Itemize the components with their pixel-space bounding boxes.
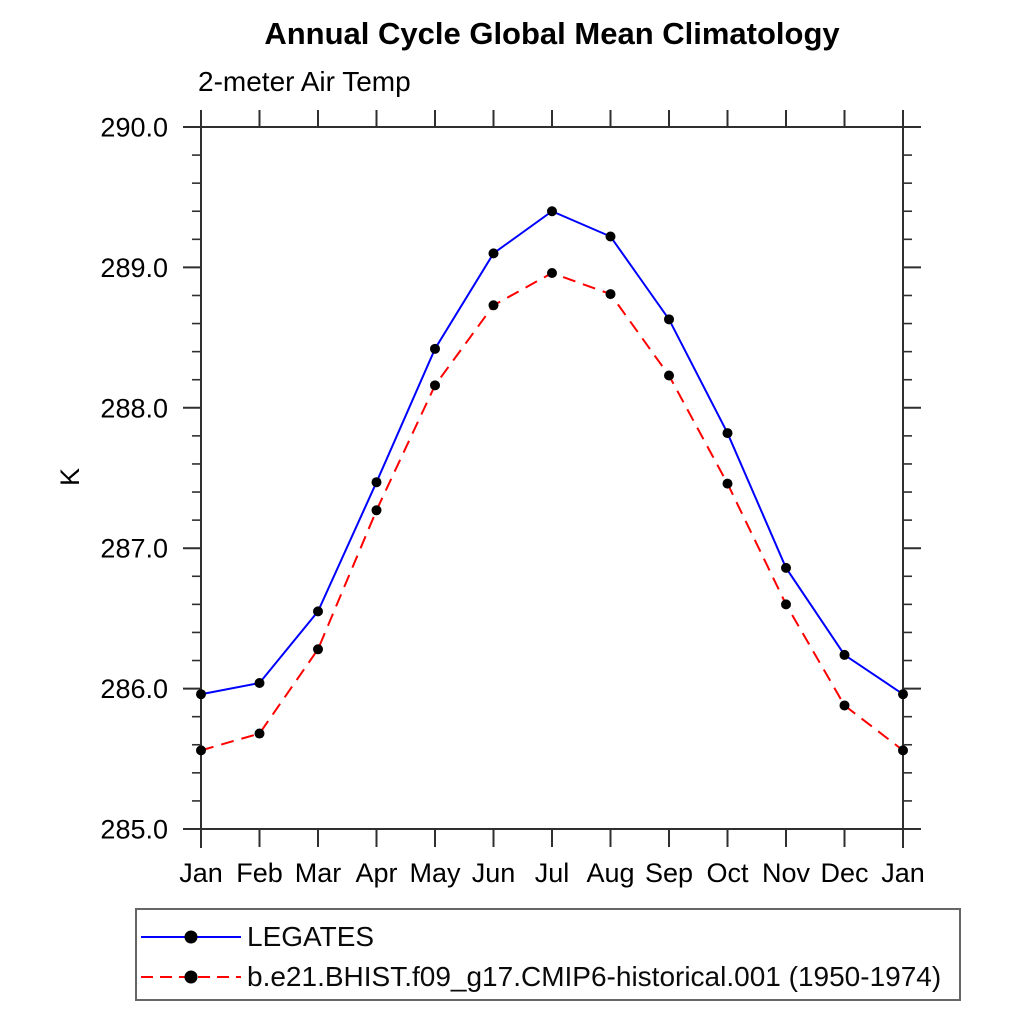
x-tick-label: Oct bbox=[706, 858, 749, 888]
data-point-marker bbox=[605, 231, 616, 242]
y-tick-label: 287.0 bbox=[100, 534, 168, 564]
y-tick-label: 285.0 bbox=[100, 814, 168, 844]
y-tick-label: 288.0 bbox=[100, 393, 168, 423]
data-point-marker bbox=[196, 689, 206, 700]
data-point-marker bbox=[839, 700, 850, 711]
data-point-marker bbox=[254, 728, 265, 739]
data-point-marker bbox=[371, 505, 382, 516]
legend-item-legates: LEGATES bbox=[137, 917, 959, 957]
data-point-marker bbox=[839, 649, 850, 660]
x-tick-label: Jun bbox=[472, 858, 516, 888]
data-point-marker bbox=[781, 599, 791, 610]
data-point-marker bbox=[313, 606, 323, 617]
data-point-marker bbox=[664, 370, 674, 381]
data-point-marker bbox=[488, 248, 499, 259]
data-point-marker bbox=[605, 289, 616, 300]
legend-marker-icon bbox=[184, 930, 198, 944]
legend-label: LEGATES bbox=[247, 921, 375, 952]
y-tick-label: 286.0 bbox=[100, 674, 168, 704]
chart-title: Annual Cycle Global Mean Climatology bbox=[264, 16, 840, 51]
data-point-marker bbox=[371, 477, 382, 488]
x-tick-label: Jul bbox=[535, 858, 570, 888]
x-tick-label: Nov bbox=[762, 858, 811, 888]
x-tick-label: Aug bbox=[586, 858, 634, 888]
data-point-marker bbox=[722, 478, 733, 489]
chart-subtitle: 2-meter Air Temp bbox=[198, 66, 411, 97]
y-tick-label: 290.0 bbox=[100, 112, 168, 142]
x-tick-label: Sep bbox=[645, 858, 693, 888]
data-point-marker bbox=[547, 206, 557, 217]
data-point-marker bbox=[313, 644, 323, 655]
x-tick-label: May bbox=[409, 858, 461, 888]
data-point-marker bbox=[898, 689, 908, 700]
data-point-marker bbox=[664, 314, 674, 325]
x-tick-label: Mar bbox=[295, 858, 342, 888]
data-point-marker bbox=[898, 745, 908, 756]
plot-area: 285.0 286.0 287.0 288.0 289.0 290.0 Jan Feb Mar A… bbox=[100, 110, 925, 888]
data-point-marker bbox=[196, 745, 206, 756]
x-tick-label: Jan bbox=[881, 858, 925, 888]
legend-marker-icon bbox=[184, 970, 198, 984]
data-point-marker bbox=[430, 343, 440, 354]
legend-line-sample-solid bbox=[141, 930, 241, 944]
series-line-0 bbox=[200, 210, 904, 696]
series-line-1 bbox=[200, 271, 904, 752]
data-point-marker bbox=[722, 428, 733, 439]
y-tick-label: 289.0 bbox=[100, 253, 168, 283]
legend-line-sample-dashed bbox=[141, 970, 241, 984]
data-point-marker bbox=[547, 268, 557, 279]
x-tick-label: Dec bbox=[820, 858, 868, 888]
data-point-marker bbox=[781, 562, 791, 573]
legend: LEGATES b.e21.BHIST.f09_g17.CMIP6-histor… bbox=[135, 908, 961, 1001]
data-point-marker bbox=[430, 380, 440, 391]
x-tick-label: Jan bbox=[179, 858, 223, 888]
legend-item-model: b.e21.BHIST.f09_g17.CMIP6-historical.001… bbox=[137, 957, 959, 997]
data-point-marker bbox=[488, 300, 499, 311]
data-point-marker bbox=[254, 677, 265, 688]
x-tick-label: Apr bbox=[355, 858, 397, 888]
legend-label: b.e21.BHIST.f09_g17.CMIP6-historical.001… bbox=[247, 961, 942, 992]
x-tick-label: Feb bbox=[236, 858, 283, 888]
